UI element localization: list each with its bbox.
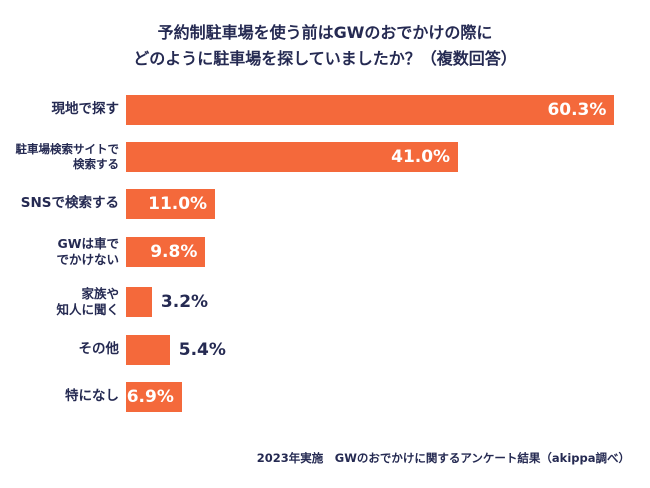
chart-row: その他 5.4%: [0, 335, 632, 366]
bar-track: 6.9%: [126, 382, 632, 413]
chart-row: 駐車場検索サイトで 検索する 41.0%: [0, 142, 632, 173]
bar-chart: 現地で探す 60.3% 駐車場検索サイトで 検索する 41.0% SNSで検索す…: [0, 95, 650, 413]
chart-row: 現地で探す 60.3%: [0, 95, 632, 126]
chart-row: 家族や 知人に聞く 3.2%: [0, 286, 632, 319]
value-label: 60.3%: [547, 100, 607, 121]
chart-row: SNSで検索する 11.0%: [0, 189, 632, 220]
category-label: 家族や 知人に聞く: [56, 285, 119, 317]
category-label: 特になし: [65, 388, 119, 405]
bar: 11.0%: [126, 189, 216, 220]
bar-track: 3.2%: [126, 286, 632, 317]
value-label: 41.0%: [391, 147, 451, 168]
category-label: その他: [78, 341, 120, 358]
bar: 60.3%: [126, 95, 615, 126]
bar: 6.9%: [126, 382, 182, 413]
value-label: 6.9%: [126, 387, 174, 408]
category-label: SNSで検索する: [20, 195, 119, 212]
chart-title-line1: 予約制駐車場を使う前はGWのおでかけの際に: [157, 23, 493, 42]
category-label: GWは車で でかけない: [56, 236, 119, 268]
bar-track: 5.4%: [126, 335, 632, 366]
category-label: 駐車場検索サイトで 検索する: [15, 142, 120, 172]
bar: [126, 335, 170, 366]
bar: 9.8%: [126, 237, 206, 268]
bar-track: 41.0%: [126, 142, 632, 173]
bar-track: 11.0%: [126, 189, 632, 220]
category-label: 現地で探す: [51, 101, 120, 118]
bar: [126, 286, 152, 317]
value-label: 9.8%: [150, 242, 198, 263]
value-label: 11.0%: [148, 194, 208, 215]
chart-row: 特になし 6.9%: [0, 382, 632, 413]
bar-track: 9.8%: [126, 237, 632, 268]
source-note: 2023年実施 GWのおでかけに関するアンケート結果（akippa調べ）: [256, 451, 630, 465]
chart-title: 予約制駐車場を使う前はGWのおでかけの際に どのように駐車場を探していましたか？…: [0, 20, 650, 71]
bar: 41.0%: [126, 142, 459, 173]
value-label: 5.4%: [178, 340, 226, 361]
value-label: 3.2%: [160, 291, 209, 312]
bar-track: 60.3%: [126, 95, 632, 126]
chart-row: GWは車で でかけない 9.8%: [0, 236, 632, 269]
chart-title-line2: どのように駐車場を探していましたか？（複数回答）: [133, 48, 517, 68]
